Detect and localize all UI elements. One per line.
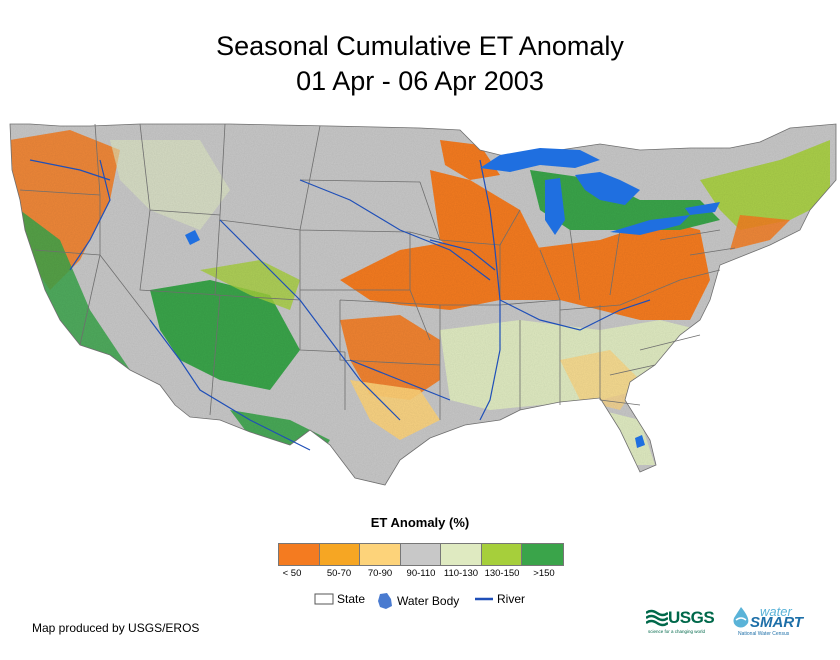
- legend-state: State: [314, 592, 365, 606]
- legend-label: >150: [533, 568, 555, 579]
- map-date-range: 01 Apr - 06 Apr 2003: [296, 66, 544, 96]
- legend-swatch: [360, 544, 401, 565]
- legend-swatch: [441, 544, 482, 565]
- legend-swatch: [319, 544, 360, 565]
- lake-erie: [610, 215, 690, 235]
- legend-swatch: [400, 544, 441, 565]
- legend-label: 130-150: [484, 568, 520, 579]
- legend-river: River: [474, 592, 525, 606]
- usgs-wave-icon: [646, 609, 668, 627]
- legend-label: 70-90: [367, 568, 393, 579]
- watersmart-sub: National Water Census: [738, 631, 790, 637]
- rivers: [29, 159, 651, 451]
- water-bodies: [185, 148, 720, 448]
- map-credit: Map produced by USGS/EROS: [32, 621, 200, 635]
- lake-huron: [575, 172, 640, 205]
- legend-water-label: Water Body: [397, 594, 460, 608]
- usgs-wordmark: USGS: [668, 608, 715, 627]
- lake-ontario: [685, 202, 720, 215]
- water-drop-icon: [378, 593, 392, 609]
- lake-superior: [480, 148, 600, 172]
- legend-river-label: River: [497, 592, 526, 606]
- legend-color-bar: [278, 543, 564, 566]
- et-anomaly-map: [9, 123, 837, 486]
- legend-label: 110-130: [443, 568, 479, 579]
- lake-michigan: [545, 178, 565, 235]
- legend-label: 90-110: [406, 568, 436, 579]
- legend-swatch: [522, 544, 563, 565]
- watersmart-top: water: [760, 604, 792, 619]
- legend-swatch: [481, 544, 522, 565]
- legend-labels: < 50 50-70 70-90 90-110 110-130 130-150 …: [278, 568, 564, 582]
- watersmart-main: SMART: [750, 614, 804, 631]
- lake-okeechobee: [635, 435, 645, 448]
- map-title: Seasonal Cumulative ET Anomaly: [216, 31, 624, 61]
- river-line-icon: [475, 597, 493, 601]
- legend-title: ET Anomaly (%): [370, 515, 470, 530]
- legend-swatch: [279, 544, 320, 565]
- usgs-tagline: science for a changing world: [648, 629, 706, 634]
- usgs-logo: USGS science for a changing world: [646, 608, 715, 634]
- great-salt-lake: [185, 230, 200, 245]
- legend-water: Water Body: [376, 592, 459, 610]
- state-outline-icon: [314, 593, 334, 605]
- anomaly-raster: [10, 124, 836, 485]
- legend-label: 50-70: [326, 568, 352, 579]
- legend-label: < 50: [282, 568, 302, 579]
- legend-state-label: State: [337, 592, 366, 606]
- water-drop-logo-icon: [733, 607, 749, 628]
